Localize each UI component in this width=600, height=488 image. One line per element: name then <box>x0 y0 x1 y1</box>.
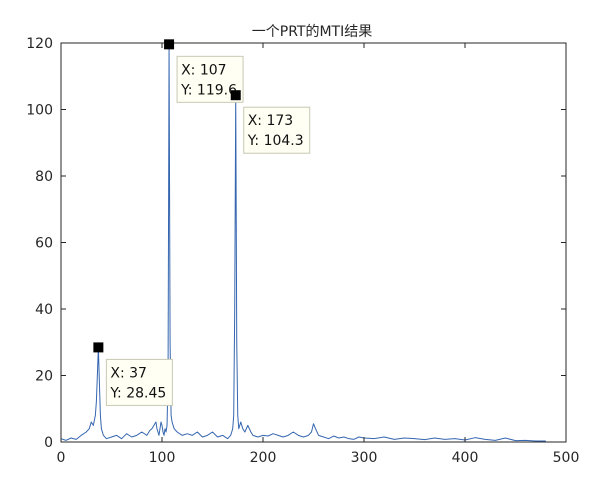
series-line-0 <box>60 43 546 442</box>
x-tick-label: 0 <box>57 450 66 466</box>
datatip-box[interactable] <box>243 106 311 154</box>
x-tick-label: 400 <box>452 450 479 466</box>
y-tick-label: 100 <box>26 103 53 119</box>
datatips: X: 37 Y: 28.45 X: 107 Y: 119.6 X: 173 Y: 104.… <box>93 39 311 406</box>
datatip-y-label: Y: 104.3 <box>247 133 304 149</box>
axes: 0 100 200 300 400 500 0 20 40 60 80 100 120 <box>26 36 579 466</box>
datatip-y-label: Y: 119.6 <box>180 82 237 98</box>
datatip-marker[interactable] <box>230 90 241 101</box>
y-tick-label: 120 <box>26 36 53 52</box>
y-tick-label: 40 <box>35 302 53 318</box>
y-tick-label: 80 <box>35 169 53 185</box>
datatip-marker[interactable] <box>93 342 104 353</box>
datatip-x-label: X: 173 <box>248 113 293 129</box>
datatip-x-label: X: 107 <box>181 62 226 78</box>
chart-title: 一个PRT的MTI结果 <box>252 24 372 40</box>
x-tick-label: 300 <box>351 450 378 466</box>
x-tick-label: 100 <box>149 450 176 466</box>
y-tick-label: 60 <box>35 236 53 252</box>
datatip-x-label: X: 37 <box>110 365 147 381</box>
datatip-box[interactable] <box>105 358 173 406</box>
y-tick-label: 20 <box>35 369 53 385</box>
datatip-y-label: Y: 28.45 <box>109 385 166 401</box>
y-tick-label: 0 <box>44 435 53 451</box>
x-tick-label: 200 <box>250 450 277 466</box>
x-tick-label: 500 <box>553 450 580 466</box>
datatip-marker[interactable] <box>164 39 175 50</box>
